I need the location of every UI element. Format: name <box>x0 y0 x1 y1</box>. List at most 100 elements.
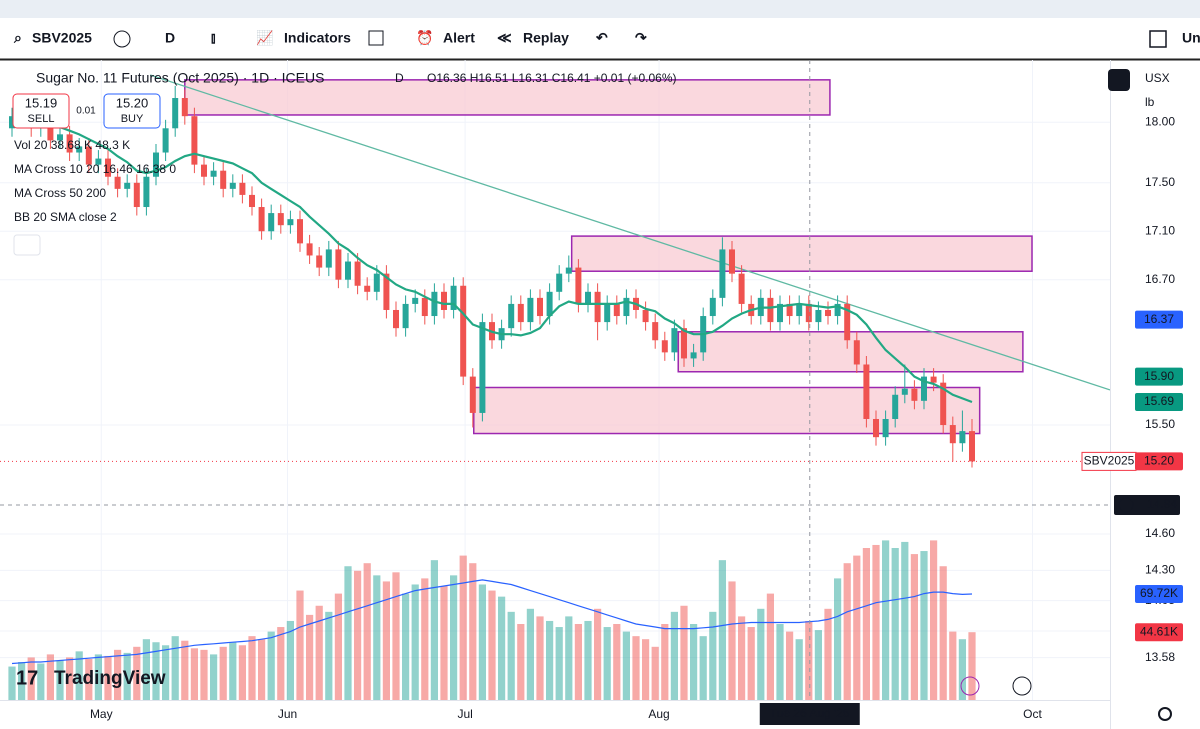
fullscreen[interactable] <box>1149 30 1167 48</box>
settings-icon[interactable] <box>1108 69 1130 91</box>
buy-button[interactable] <box>103 93 161 129</box>
price-tag-bg <box>1135 367 1183 386</box>
volume-bar <box>46 654 54 700</box>
volume-bar <box>882 540 890 700</box>
chart-type[interactable]: ⫾ <box>211 30 216 46</box>
volume-bar <box>526 608 534 700</box>
volume-bar <box>488 590 496 700</box>
redo[interactable]: ↷ <box>635 30 647 46</box>
undo[interactable]: ↶ <box>595 30 608 46</box>
volume-bar <box>949 631 957 700</box>
volume-bar <box>459 555 467 700</box>
candle-body <box>949 425 956 444</box>
volume-bar <box>786 631 794 700</box>
candle-body <box>258 207 265 232</box>
candle-body <box>527 297 534 323</box>
symbol[interactable]: SBV2025 <box>32 30 92 46</box>
volume-bar <box>747 627 755 700</box>
y-tick-label: 14.30 <box>1145 563 1175 577</box>
candle-body <box>383 273 390 310</box>
volume-bar <box>200 649 208 700</box>
candle-body <box>469 376 476 413</box>
volume-bar <box>661 624 669 700</box>
volume-bar <box>853 555 861 700</box>
candle-body <box>690 352 697 359</box>
y-tick-label: 18.00 <box>1145 114 1175 128</box>
price-tag: 69.72K <box>1140 586 1178 600</box>
volume-ma-line <box>11 579 973 665</box>
buy-label: BUY <box>121 113 144 125</box>
candle-body <box>671 328 678 353</box>
volume-bar <box>469 563 477 700</box>
volume-bar <box>603 627 611 700</box>
timer <box>1012 676 1032 696</box>
gear[interactable] <box>1158 707 1172 721</box>
volume-bar <box>680 605 688 700</box>
candle-body <box>335 249 342 280</box>
cut-label[interactable]: Un <box>1182 30 1200 46</box>
volume-bar <box>8 666 16 700</box>
candle-body <box>402 303 409 329</box>
replay-icon[interactable]: ≪ <box>497 30 512 46</box>
volume-bar <box>123 652 131 700</box>
candle-body <box>306 243 313 256</box>
interval[interactable]: D <box>165 30 175 46</box>
search-icon[interactable]: ⌕ <box>13 30 22 46</box>
volume-bar <box>104 655 112 700</box>
volume-bar <box>238 645 246 700</box>
crosshair-date-bg <box>759 703 860 725</box>
volume-bar <box>152 642 160 700</box>
candle-body <box>114 176 121 189</box>
candle-body <box>940 382 947 426</box>
volume-bar <box>699 636 707 700</box>
candle-body <box>47 122 54 141</box>
x-tick-label: Jul <box>457 707 472 721</box>
indicators[interactable]: Indicators <box>284 30 351 46</box>
candle-body <box>565 267 572 274</box>
price-tag: 16.37 <box>1144 312 1174 326</box>
volume-bar <box>306 614 314 700</box>
ohlc: O16.36 H16.51 L16.31 C16.41 +0.01 (+0.06… <box>427 71 677 85</box>
volume-bar <box>536 616 544 700</box>
replay[interactable]: Replay <box>523 30 569 46</box>
add-symbol[interactable] <box>113 30 131 48</box>
volume-bar <box>766 593 774 700</box>
volume-bar <box>507 611 515 700</box>
volume-bar <box>363 563 371 700</box>
candle-body <box>354 261 361 286</box>
volume-bar <box>219 646 227 700</box>
volume-bar <box>690 624 698 700</box>
volume-bar <box>18 662 26 700</box>
layouts[interactable] <box>368 30 384 46</box>
candle-body <box>517 303 524 323</box>
brand: TradingView <box>54 668 166 689</box>
candle-body <box>844 303 851 341</box>
volume-bar <box>56 660 64 700</box>
indicators-icon[interactable]: 📈 <box>256 30 273 47</box>
crosshair-date: Tue 26 Aug '25 <box>770 706 850 720</box>
sell-button[interactable] <box>12 93 70 129</box>
alert[interactable]: Alert <box>443 30 475 46</box>
candle-body <box>873 418 879 438</box>
candle-body <box>277 213 284 226</box>
volume-bar <box>613 624 621 700</box>
volume-bar <box>891 548 899 700</box>
candle-body <box>105 158 111 177</box>
unit: lb <box>1145 95 1155 109</box>
collapse-legend[interactable] <box>13 234 41 256</box>
plot-area <box>0 60 1110 700</box>
candle-body <box>249 194 255 208</box>
volume-bar <box>373 575 381 700</box>
x-tick-label: Jun <box>278 707 297 721</box>
candle-body <box>316 255 323 268</box>
alert-icon[interactable]: ⏰ <box>416 29 433 47</box>
volume-bar <box>267 631 275 700</box>
volume-bar <box>190 648 198 700</box>
candle-body <box>585 291 591 304</box>
volume-bar <box>296 590 304 700</box>
price-tag-bg <box>1135 452 1183 471</box>
y-tick-label: 16.70 <box>1145 272 1175 286</box>
candle-body <box>623 297 630 317</box>
candle-body <box>220 170 227 189</box>
candle-body <box>460 285 467 377</box>
